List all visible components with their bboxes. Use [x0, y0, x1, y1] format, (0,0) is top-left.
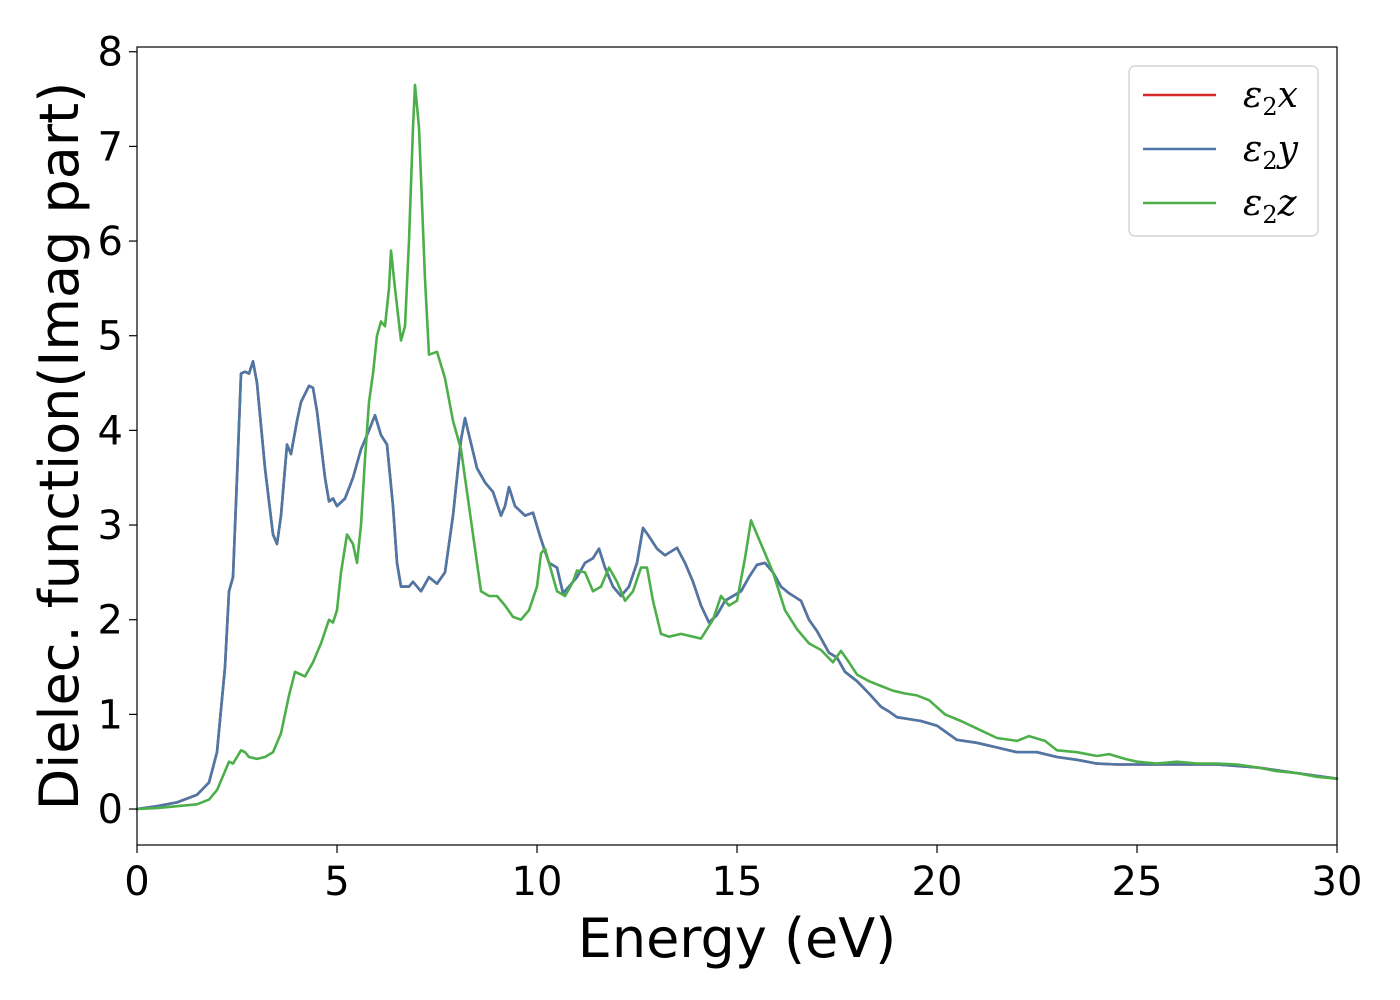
legend-variable: x [1278, 75, 1298, 116]
y-tick-label: 8 [98, 30, 123, 76]
legend-variable: y [1276, 129, 1299, 170]
x-tick-label: 0 [124, 859, 149, 905]
series-lines [135, 83, 1339, 811]
series-line-z [135, 83, 1339, 811]
y-tick-label: 4 [98, 408, 123, 454]
y-tick-label: 0 [98, 787, 123, 833]
legend-label-y: ε2y [1243, 129, 1299, 175]
y-axis: 0 1 2 3 4 5 6 7 8 [98, 30, 137, 833]
legend-symbol: ε [1243, 183, 1262, 224]
legend-symbol: ε [1243, 75, 1262, 116]
x-tick-label: 20 [912, 859, 963, 905]
y-axis-label: Dielec. function(Imag part) [28, 82, 91, 811]
legend-box [1128, 65, 1319, 237]
x-axis-label: Energy (eV) [578, 907, 897, 970]
legend-label-x: ε2x [1243, 75, 1298, 121]
y-tick-label: 6 [98, 219, 123, 265]
y-tick-label: 2 [98, 598, 123, 644]
y-tick-label: 1 [98, 692, 123, 738]
y-tick-label: 7 [98, 124, 123, 170]
y-tick-label: 3 [98, 503, 123, 549]
y-tick-label: 5 [98, 314, 123, 360]
x-tick-label: 15 [712, 859, 763, 905]
legend-variable: z [1277, 183, 1298, 224]
x-tick-label: 30 [1312, 859, 1363, 905]
x-axis: 0 5 10 15 20 25 30 [124, 845, 1362, 905]
x-tick-label: 10 [512, 859, 563, 905]
legend-subscript: 2 [1262, 201, 1277, 229]
x-tick-label: 5 [324, 859, 349, 905]
x-tick-label: 25 [1112, 859, 1163, 905]
legend-subscript: 2 [1262, 147, 1277, 175]
legend-label-z: ε2z [1243, 183, 1298, 229]
legend-symbol: ε [1243, 129, 1262, 170]
legend-subscript: 2 [1262, 93, 1277, 121]
